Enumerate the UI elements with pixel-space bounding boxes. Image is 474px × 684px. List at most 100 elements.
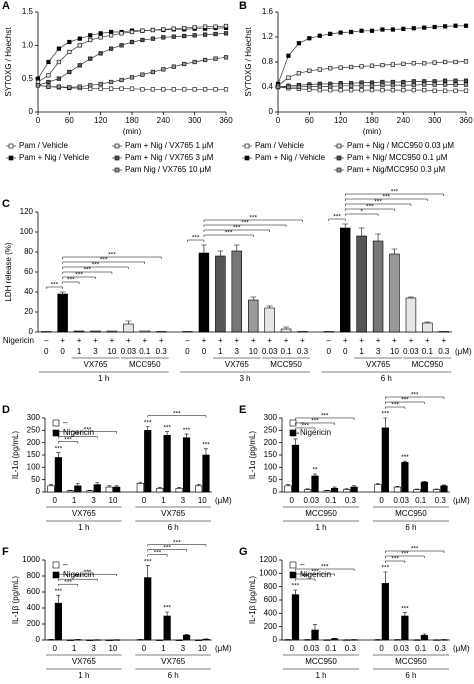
bar xyxy=(389,253,400,333)
bar xyxy=(284,485,292,493)
legend-label: Pam + Nig/MCC950 0.3 μM xyxy=(347,165,446,174)
bar xyxy=(215,255,226,333)
error-bar xyxy=(375,483,380,485)
significance-bracket xyxy=(385,401,425,404)
significance-label: *** xyxy=(321,413,329,420)
legend-label: – xyxy=(300,418,305,427)
hour-label: 3 h xyxy=(239,374,250,383)
data-point xyxy=(463,88,469,93)
legend-swatch xyxy=(289,561,297,569)
x-tick-label: 0 xyxy=(276,116,281,125)
data-point xyxy=(223,87,229,92)
data-point xyxy=(56,46,61,51)
treatment-label: + xyxy=(77,336,82,345)
significance-bracket xyxy=(344,198,428,201)
treatment-label: + xyxy=(202,336,207,345)
significance-label: *** xyxy=(83,267,91,274)
bar xyxy=(57,293,68,333)
treatment-label: – xyxy=(327,336,332,345)
legend-swatch xyxy=(289,419,297,427)
x-tick-label: 0.3 xyxy=(435,644,447,653)
y-tick-label: 600 xyxy=(264,595,278,604)
data-point xyxy=(129,39,135,45)
bar-label: *** xyxy=(292,583,300,590)
y-axis-label: SYTOXG / Hoechst xyxy=(244,27,253,97)
error-bar xyxy=(293,589,298,595)
treatment-label: + xyxy=(267,336,272,345)
legend-label: Nigericin xyxy=(63,428,94,437)
x-tick-label: 0 xyxy=(185,347,190,356)
hour-label: 1 h xyxy=(98,374,109,383)
x-tick-label: 240 xyxy=(397,116,411,125)
y-tick-label: 100 xyxy=(20,227,34,236)
treatment-label: + xyxy=(60,336,65,345)
group-label: MCC950 xyxy=(305,657,337,666)
data-point xyxy=(182,25,187,31)
significance-label: *** xyxy=(51,282,59,289)
y-tick-label: 20 xyxy=(24,307,33,316)
data-point xyxy=(46,84,51,89)
bar-label: *** xyxy=(202,442,210,449)
group-label: VX765 xyxy=(161,509,186,518)
significance-bracket xyxy=(203,224,287,227)
significance-bracket xyxy=(295,578,316,581)
bar xyxy=(156,639,164,641)
legend-label: – xyxy=(63,418,68,427)
y-tick-label: 400 xyxy=(27,603,41,612)
data-point xyxy=(359,64,364,69)
data-point xyxy=(171,87,176,92)
data-point xyxy=(317,33,322,38)
significance-bracket xyxy=(58,583,79,587)
error-bar xyxy=(407,296,414,298)
significance-label: *** xyxy=(249,215,257,222)
significance-bracket xyxy=(62,266,129,269)
data-point xyxy=(359,83,364,88)
legend-marker xyxy=(114,167,120,173)
bar xyxy=(405,297,417,333)
y-axis-label: LDH release (%) xyxy=(4,242,13,301)
y-axis-label: IL-1α (pg/mL) xyxy=(248,431,257,480)
significance-bracket xyxy=(58,431,117,434)
treatment-label: – xyxy=(185,336,190,345)
error-bar xyxy=(352,485,357,488)
significance-bracket xyxy=(295,417,355,420)
x-tick-label: 60 xyxy=(305,116,314,125)
group-label: VX765 xyxy=(225,360,250,369)
bar xyxy=(123,323,134,333)
x-tick-label: 0 xyxy=(379,644,384,653)
bar xyxy=(422,322,433,333)
bar xyxy=(73,330,85,333)
x-tick-label: 300 xyxy=(188,116,202,125)
bar xyxy=(247,299,259,333)
y-tick-label: 200 xyxy=(264,438,278,447)
legend-marker xyxy=(114,155,120,161)
legend-label: Pam / Vehicle xyxy=(19,141,68,150)
data-point xyxy=(369,63,375,68)
error-bar xyxy=(424,321,431,323)
y-tick-label: 800 xyxy=(27,571,41,580)
treatment-label: + xyxy=(409,336,414,345)
bar xyxy=(350,486,358,493)
group-label: VX765 xyxy=(366,360,391,369)
legend-marker xyxy=(244,143,250,149)
significance-bracket xyxy=(385,396,445,399)
y-tick-label: 0.5 xyxy=(22,74,34,83)
legend-label: Pam + Nig / VX765 3 μM xyxy=(125,153,214,162)
significance-label: *** xyxy=(154,549,162,556)
data-point xyxy=(453,59,458,65)
bar xyxy=(106,330,118,333)
y-tick-label: 150 xyxy=(27,450,41,459)
data-point xyxy=(390,83,395,88)
data-point xyxy=(369,28,375,33)
bar-label: *** xyxy=(382,565,390,572)
treatment-label: + xyxy=(359,336,364,345)
data-point xyxy=(401,26,406,31)
significance-bracket xyxy=(147,549,187,552)
data-point xyxy=(56,59,61,65)
bar xyxy=(291,594,300,641)
x-tick-label: 0.03 xyxy=(121,347,137,356)
x-tick-label: 1 xyxy=(359,347,364,356)
data-point xyxy=(88,33,93,38)
x-tick-label: 240 xyxy=(157,116,171,125)
